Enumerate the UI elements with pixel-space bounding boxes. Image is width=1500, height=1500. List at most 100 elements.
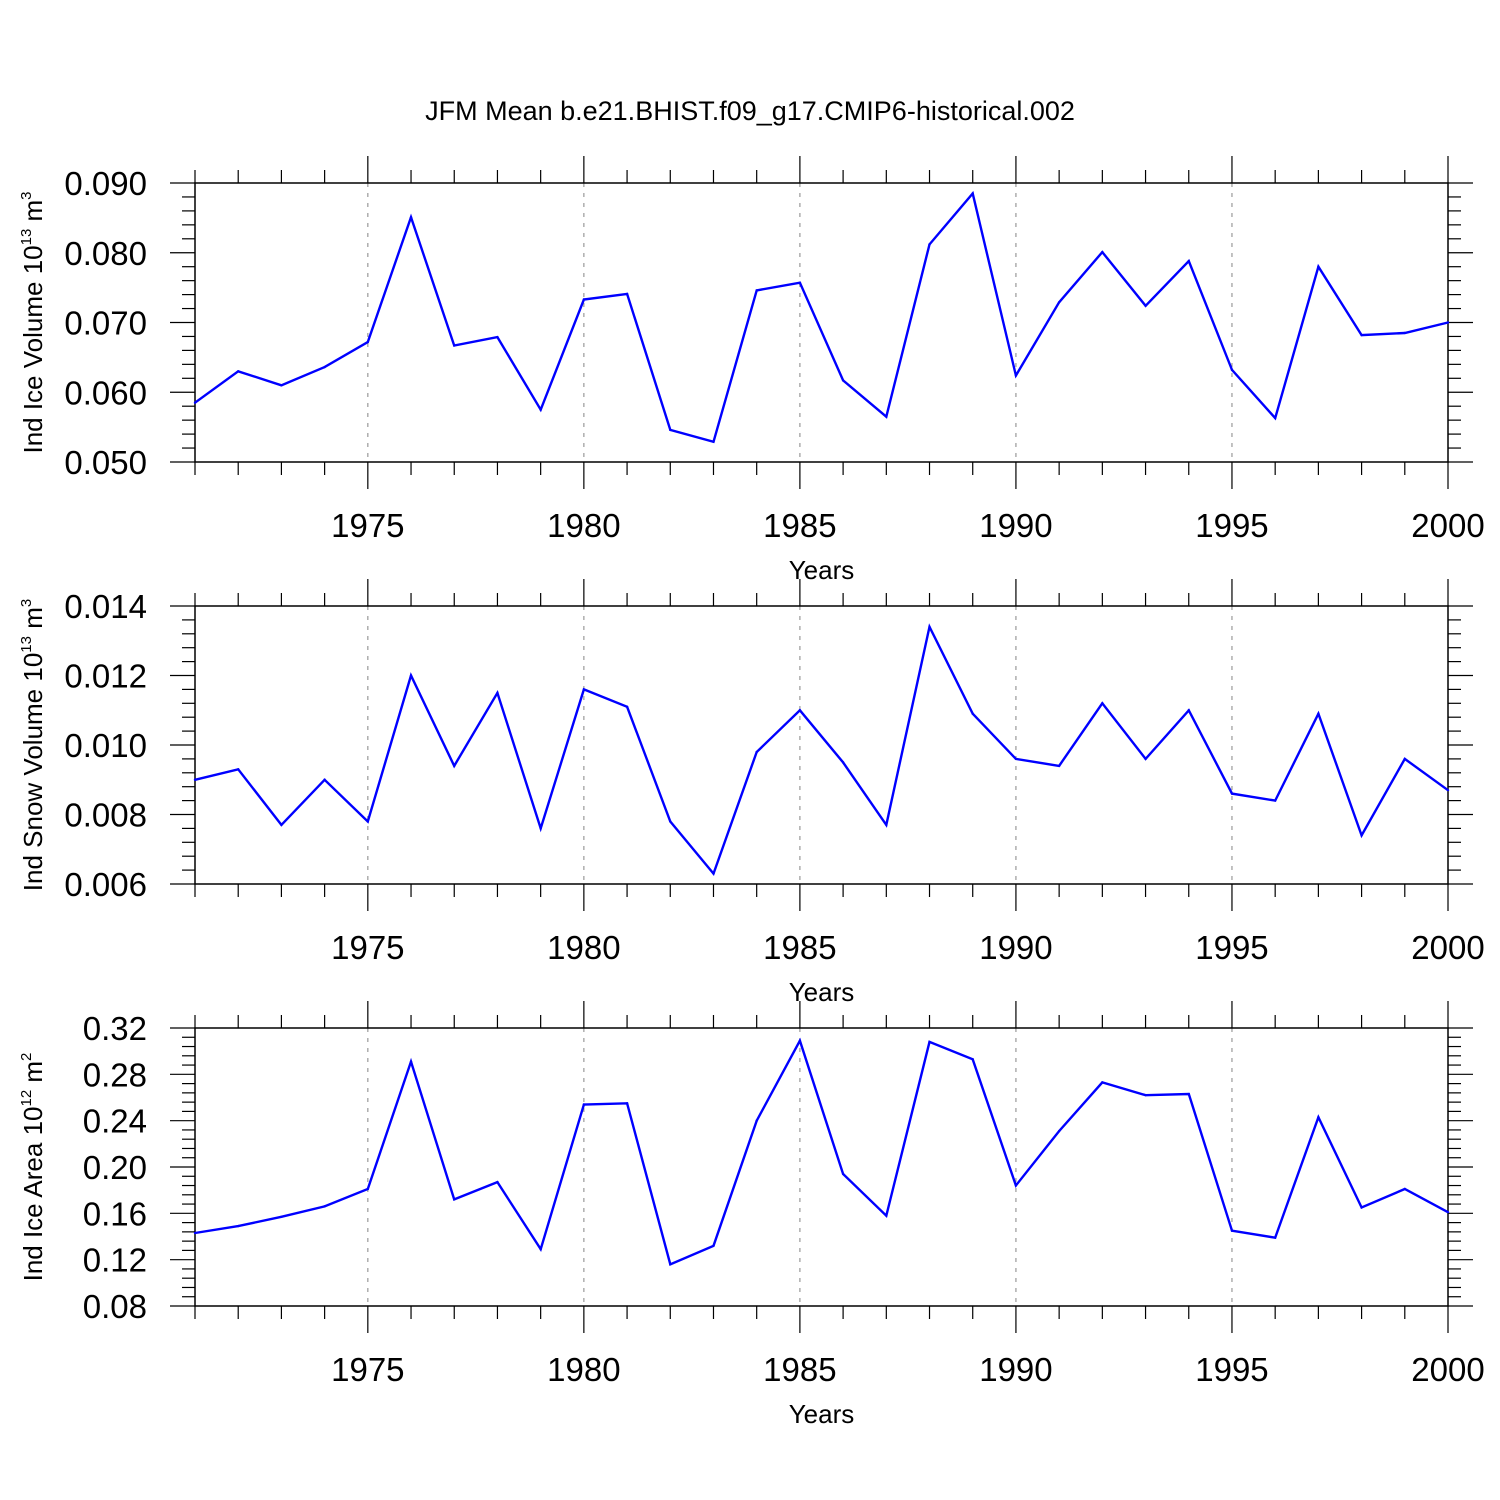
data-point (1403, 331, 1406, 335)
data-point (323, 1205, 326, 1208)
data-point (453, 1198, 456, 1201)
data-point (885, 1214, 888, 1217)
data-point (409, 1060, 413, 1063)
data-point (798, 709, 802, 712)
y-tick-label: 0.060 (64, 374, 147, 411)
panel-1: 1975 1980 1985 1990 1995 2000 0.050 0.060 0.070 0… (18, 156, 1485, 585)
y-axis-label-prefix: Ind Ice Volume 10 (18, 245, 48, 453)
x-tick-label: 2000 (1411, 1351, 1484, 1388)
data-point (237, 1224, 240, 1228)
series-line (194, 190, 1449, 444)
data-point (539, 1248, 542, 1251)
data-point (1144, 304, 1147, 307)
data-point (1230, 792, 1234, 795)
data-point (1014, 374, 1018, 377)
data-point (1144, 1093, 1147, 1097)
y-axis-label-unit: m (18, 1061, 48, 1090)
data-point (928, 1040, 931, 1044)
data-point (1057, 764, 1061, 768)
y-axis-label: Ind Ice Area 1012 m2 (18, 1053, 48, 1282)
data-point (798, 281, 802, 284)
data-point (841, 379, 845, 382)
data-point (755, 750, 758, 754)
data-point (1273, 416, 1277, 420)
data-point (1230, 1229, 1234, 1232)
data-point (1317, 712, 1320, 715)
y-axis-label-unit-exponent: 3 (18, 191, 35, 199)
y-tick-label: 0.008 (64, 797, 147, 834)
data-point (280, 384, 283, 387)
panels: 1975 1980 1985 1990 1995 2000 0.050 0.060 0.070 0… (18, 156, 1485, 1429)
data-point (539, 827, 542, 830)
y-tick-label: 0.28 (83, 1056, 147, 1093)
data-point (1187, 259, 1190, 263)
data-point (841, 1172, 845, 1176)
data-point (1144, 757, 1147, 761)
x-tick-label: 1995 (1195, 507, 1268, 544)
data-point (1101, 250, 1104, 254)
data-point (1101, 1081, 1104, 1084)
y-tick-label: 0.12 (83, 1242, 147, 1279)
data-point (885, 415, 888, 418)
data-point (193, 401, 197, 404)
data-point (1273, 799, 1277, 802)
y-tick-label: 0.20 (83, 1149, 147, 1186)
data-point (1446, 1210, 1450, 1214)
data-point (453, 344, 456, 347)
series-line (194, 1037, 1449, 1266)
y-axis-label-exponent: 13 (18, 229, 35, 246)
x-tick-label: 1985 (763, 929, 836, 966)
y-tick-label: 0.014 (64, 588, 147, 625)
x-tick-label: 1980 (547, 929, 620, 966)
data-point (1403, 1187, 1406, 1191)
data-point (409, 215, 413, 219)
data-point (669, 820, 672, 823)
data-point (885, 823, 888, 827)
y-tick-label: 0.090 (64, 165, 147, 202)
data-point (582, 1103, 586, 1106)
y-axis-label-prefix: Ind Ice Area 10 (18, 1107, 48, 1282)
y-axis-label-exponent: 12 (18, 1090, 35, 1107)
series-line (194, 623, 1449, 876)
x-tick-label: 1990 (979, 507, 1052, 544)
x-tick-label: 2000 (1411, 507, 1484, 544)
data-point (237, 768, 240, 771)
y-tick-label: 0.006 (64, 866, 147, 903)
data-point (280, 823, 283, 827)
x-axis-label: Years (789, 555, 855, 585)
data-point (928, 243, 931, 246)
data-point (1057, 1129, 1061, 1133)
data-point (1187, 709, 1190, 712)
data-point (1317, 265, 1320, 268)
data-point (712, 872, 715, 875)
x-tick-label: 1975 (331, 507, 404, 544)
x-tick-label: 1975 (331, 1351, 404, 1388)
y-axis-label-unit-exponent: 2 (18, 1053, 35, 1061)
data-point (1101, 702, 1104, 705)
data-point (193, 1231, 197, 1235)
data-point (1317, 1115, 1320, 1119)
data-point (625, 1102, 629, 1105)
x-tick-label: 1995 (1195, 929, 1268, 966)
data-point (366, 1187, 370, 1191)
data-point (798, 1039, 802, 1042)
x-tick-label: 2000 (1411, 929, 1484, 966)
plot-frame (194, 1027, 1449, 1307)
y-axis-label-unit: m (18, 607, 48, 636)
data-point (237, 370, 240, 373)
data-point (1403, 757, 1406, 761)
y-tick-label: 0.32 (83, 1010, 147, 1047)
data-point (453, 764, 456, 768)
data-point (1446, 321, 1450, 324)
y-tick-label: 0.070 (64, 305, 147, 342)
data-point (496, 691, 499, 695)
data-point (1360, 333, 1363, 337)
x-tick-label: 1980 (547, 507, 620, 544)
y-tick-label: 0.012 (64, 658, 147, 695)
data-point (1360, 834, 1363, 837)
y-tick-label: 0.08 (83, 1288, 147, 1325)
data-point (971, 1058, 974, 1061)
y-tick-label: 0.080 (64, 235, 147, 272)
data-point (409, 674, 413, 677)
data-point (1187, 1092, 1190, 1096)
